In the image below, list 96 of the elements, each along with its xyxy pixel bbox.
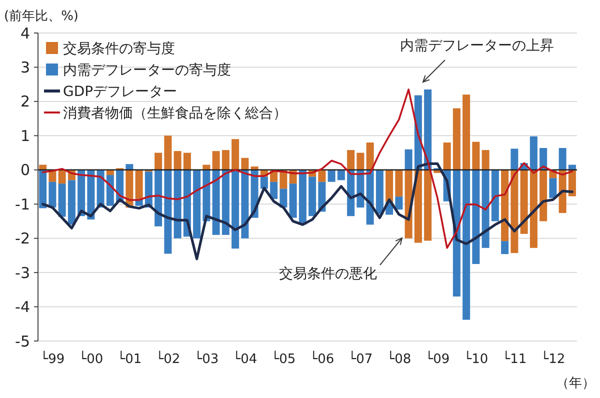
- bar: [501, 241, 509, 254]
- bar: [549, 178, 557, 198]
- x-tick-label: └03: [194, 350, 219, 367]
- bar: [270, 182, 278, 199]
- y-tick-label: 4: [20, 24, 30, 42]
- bar: [510, 148, 518, 170]
- bar: [232, 139, 240, 170]
- line-series: [42, 162, 574, 260]
- bar: [212, 151, 220, 170]
- bar: [241, 170, 249, 238]
- bar: [443, 142, 451, 170]
- y-tick-label: -3: [15, 264, 30, 282]
- bar: [482, 150, 490, 170]
- y-tick-label: -5: [15, 332, 30, 350]
- annotation: 交易条件の悪化: [279, 266, 377, 282]
- bar: [280, 188, 288, 208]
- bar: [174, 170, 182, 238]
- bar: [376, 170, 384, 214]
- x-axis-title: （年）: [556, 376, 595, 391]
- x-tick-label: └05: [271, 350, 296, 367]
- bar: [328, 170, 336, 182]
- bar: [135, 170, 143, 199]
- bar: [39, 170, 47, 208]
- bar: [347, 150, 355, 170]
- bar: [193, 170, 201, 238]
- bar: [232, 170, 240, 249]
- y-tick-label: 2: [20, 92, 30, 111]
- y-tick-label: -2: [15, 230, 30, 248]
- x-tick-label: └02: [156, 350, 180, 367]
- bar: [530, 170, 538, 248]
- bar: [540, 170, 548, 222]
- bar: [183, 152, 191, 170]
- x-tick-label: └09: [425, 350, 450, 367]
- bar: [154, 170, 162, 226]
- bar: [126, 164, 134, 170]
- bar: [260, 176, 268, 189]
- bar: [222, 150, 230, 170]
- bar: [424, 170, 432, 241]
- bar: [289, 184, 297, 218]
- annotation: 内需デフレーターの上昇: [400, 38, 554, 54]
- x-tick-label: └00: [78, 350, 104, 367]
- bar: [58, 170, 66, 184]
- bar: [472, 170, 480, 264]
- bar: [298, 170, 306, 225]
- legend-label: 交易条件の寄与度: [63, 40, 175, 57]
- bar: [164, 170, 172, 254]
- bar: [491, 170, 499, 222]
- bar: [356, 152, 364, 170]
- bar: [395, 196, 403, 210]
- x-tick-label: └01: [117, 350, 142, 367]
- bar: [395, 170, 403, 197]
- x-tick-label: └07: [348, 350, 373, 367]
- y-tick-label: -4: [15, 298, 30, 316]
- bar: [510, 170, 518, 254]
- bar: [558, 148, 566, 170]
- bar: [222, 170, 230, 235]
- x-tick-label: └10: [464, 350, 488, 367]
- bar: [472, 142, 480, 170]
- bar: [68, 180, 76, 225]
- legend-label: 消費者物価（生鮮食品を除く総合）: [63, 105, 287, 122]
- bar: [308, 176, 316, 216]
- bar: [366, 142, 374, 170]
- bar: [482, 170, 490, 248]
- y-tick-label: 0: [20, 161, 30, 180]
- bar: [530, 136, 538, 170]
- y-tick-label: 1: [20, 126, 30, 145]
- bar: [520, 170, 528, 234]
- bar: [452, 108, 460, 170]
- bar: [386, 170, 394, 202]
- x-tick-label: └12: [540, 350, 566, 367]
- bar: [318, 170, 326, 182]
- x-tick-label: └11: [502, 350, 527, 367]
- legend-label: 内需デフレーターの寄与度: [63, 62, 231, 78]
- bar: [424, 89, 432, 170]
- x-tick-label: └04: [232, 350, 258, 367]
- bar: [154, 152, 162, 170]
- bar: [462, 94, 470, 170]
- bar: [164, 136, 172, 170]
- y-tick-label: -1: [15, 195, 30, 214]
- y-axis-title: (前年比、%): [4, 9, 78, 24]
- bar: [106, 175, 114, 206]
- x-tick-label: └08: [386, 350, 412, 367]
- bar: [501, 170, 509, 242]
- bar: [462, 170, 470, 320]
- bar: [241, 158, 249, 170]
- legend-label: GDPデフレーター: [63, 84, 178, 100]
- bar: [337, 170, 345, 180]
- y-tick-label: 3: [20, 58, 30, 76]
- bar: [414, 170, 422, 243]
- bar: [48, 182, 56, 208]
- bar: [212, 170, 220, 235]
- bar: [58, 184, 66, 217]
- bar: [174, 151, 182, 170]
- x-tick-label: └06: [310, 350, 334, 367]
- x-tick-label: └99: [40, 350, 65, 367]
- bar: [404, 149, 412, 170]
